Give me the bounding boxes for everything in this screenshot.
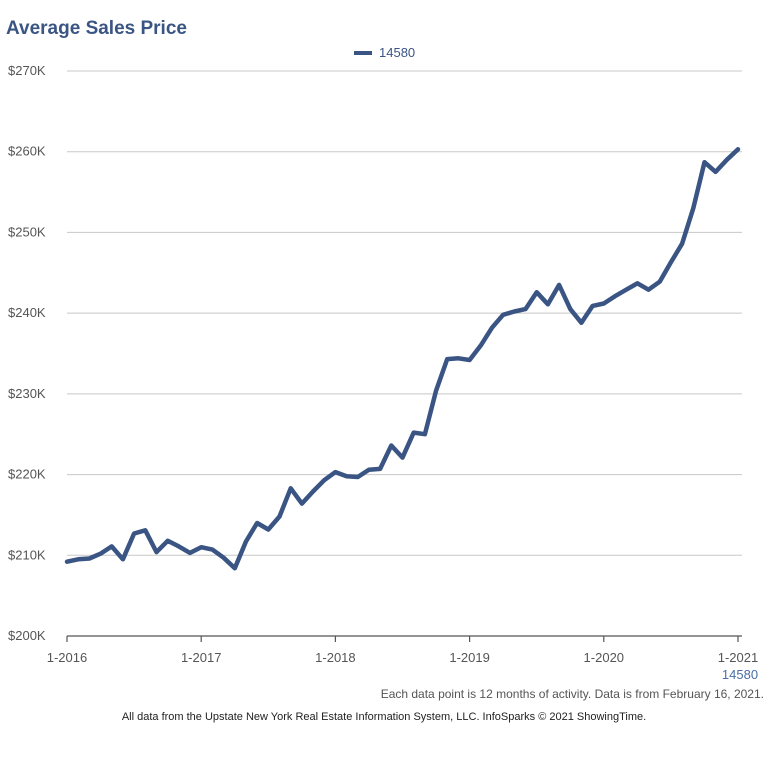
data-point — [579, 321, 584, 325]
data-point — [76, 557, 80, 561]
y-tick-label: $230K — [8, 386, 46, 401]
data-point — [277, 514, 282, 519]
data-point — [121, 557, 125, 561]
data-point — [669, 260, 673, 264]
data-point — [378, 467, 382, 471]
chart-legend: 14580 — [354, 45, 415, 60]
data-point — [244, 539, 248, 544]
y-tick-label: $210K — [8, 547, 46, 562]
data-point — [344, 474, 349, 478]
x-axis-sublabel: 14580 — [722, 667, 758, 682]
data-point — [389, 443, 393, 448]
data-point — [210, 548, 214, 552]
data-point — [311, 489, 315, 494]
data-point — [546, 302, 550, 306]
data-point — [188, 551, 192, 555]
y-tick-label: $220K — [8, 467, 46, 482]
data-point — [367, 468, 371, 472]
x-tick-label: 1-2020 — [584, 650, 624, 665]
data-point — [233, 566, 237, 570]
data-point — [501, 313, 505, 317]
y-tick-label: $200K — [8, 628, 46, 643]
data-point — [658, 280, 662, 284]
x-tick-label: 1-2016 — [47, 650, 87, 665]
x-tick-label: 1-2021 — [718, 650, 758, 665]
data-point — [691, 206, 695, 210]
data-point — [333, 470, 337, 474]
data-point — [110, 544, 114, 549]
data-point — [423, 432, 427, 436]
data-point — [646, 288, 651, 292]
data-point — [400, 456, 405, 460]
data-point — [434, 389, 438, 393]
data-point — [725, 158, 729, 162]
legend-label: 14580 — [379, 45, 416, 60]
data-point — [714, 170, 718, 174]
data-point — [490, 326, 494, 330]
data-point — [445, 357, 449, 361]
data-point — [166, 539, 170, 543]
data-point — [702, 160, 707, 164]
y-tick-label: $260K — [8, 144, 46, 159]
data-point — [177, 544, 181, 549]
data-point — [624, 288, 628, 292]
data-point — [356, 475, 360, 479]
data-point — [613, 294, 617, 298]
data-point — [154, 550, 159, 554]
data-point — [255, 521, 259, 525]
x-tick-label: 1-2018 — [315, 650, 355, 665]
data-point — [132, 531, 136, 536]
footnote: Each data point is 12 months of activity… — [380, 687, 764, 701]
data-point — [300, 502, 304, 506]
data-point — [456, 356, 461, 360]
data-point — [680, 242, 684, 246]
data-point — [322, 478, 326, 482]
y-tick-label: $270K — [8, 63, 46, 78]
legend-swatch — [354, 50, 372, 55]
data-point — [512, 309, 516, 314]
data-point — [736, 147, 740, 151]
data-credits: All data from the Upstate New York Real … — [121, 711, 647, 723]
x-tick-label: 1-2019 — [449, 650, 489, 665]
x-tick-label: 1-2017 — [181, 650, 221, 665]
data-point — [568, 307, 572, 311]
data-point — [479, 343, 483, 348]
data-point — [523, 307, 528, 311]
data-point — [557, 283, 561, 287]
series-line — [64, 147, 741, 571]
data-point — [65, 560, 69, 564]
data-point — [98, 552, 103, 556]
data-point — [143, 528, 147, 532]
data-point — [266, 527, 270, 532]
data-point — [87, 556, 91, 561]
data-point — [602, 301, 606, 306]
data-point — [199, 545, 203, 549]
y-tick-label: $240K — [8, 305, 46, 320]
y-tick-label: $250K — [8, 224, 46, 239]
chart-title: Average Sales Price — [6, 18, 187, 39]
data-point — [289, 486, 293, 490]
data-point — [535, 290, 539, 294]
data-point — [412, 431, 416, 435]
data-point — [591, 304, 595, 308]
data-point — [221, 556, 226, 560]
data-point — [635, 281, 639, 285]
data-point — [468, 358, 472, 362]
